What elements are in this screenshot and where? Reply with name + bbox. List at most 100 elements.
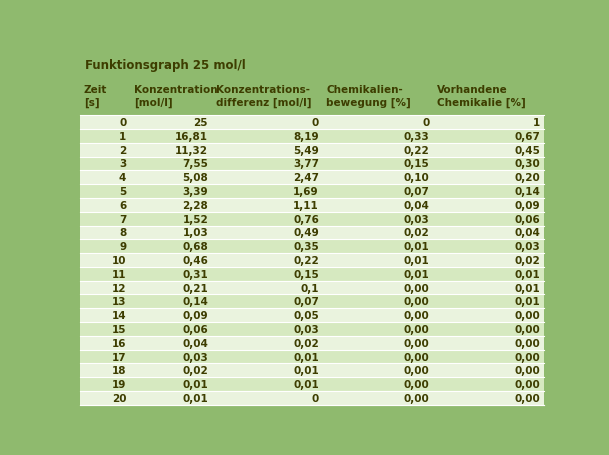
Text: 0,05: 0,05: [293, 310, 319, 320]
Text: 0,02: 0,02: [404, 228, 430, 238]
Text: 0,14: 0,14: [182, 297, 208, 307]
Text: Zeit
[s]: Zeit [s]: [83, 85, 107, 107]
Text: 14: 14: [111, 310, 126, 320]
Text: 0,22: 0,22: [404, 145, 430, 155]
Bar: [80, 336, 544, 350]
Text: 1: 1: [533, 118, 541, 128]
Text: 2,47: 2,47: [293, 173, 319, 183]
Bar: [80, 240, 544, 253]
Text: 1: 1: [119, 131, 126, 142]
Text: 0: 0: [312, 393, 319, 403]
Text: 0,01: 0,01: [515, 297, 541, 307]
Text: 0,00: 0,00: [404, 379, 430, 389]
Text: 0,15: 0,15: [293, 269, 319, 279]
Text: 0,00: 0,00: [404, 297, 430, 307]
Text: Chemikalien-
bewegung [%]: Chemikalien- bewegung [%]: [326, 85, 411, 107]
Text: 0,02: 0,02: [293, 338, 319, 348]
Text: 0,15: 0,15: [404, 159, 430, 169]
Text: 0,09: 0,09: [183, 310, 208, 320]
Bar: [80, 378, 544, 391]
Text: 0,07: 0,07: [404, 187, 430, 197]
Bar: [80, 391, 544, 405]
Text: 0,03: 0,03: [182, 352, 208, 362]
Text: 5,08: 5,08: [182, 173, 208, 183]
Text: 0,06: 0,06: [515, 214, 541, 224]
Text: 9: 9: [119, 242, 126, 252]
Text: 0,02: 0,02: [515, 255, 541, 265]
Text: 0,03: 0,03: [404, 214, 430, 224]
Bar: [80, 253, 544, 268]
Text: 2: 2: [119, 145, 126, 155]
Text: 8,19: 8,19: [294, 131, 319, 142]
Text: 1,11: 1,11: [293, 200, 319, 210]
Text: 0,67: 0,67: [515, 131, 541, 142]
Text: Konzentrations-
differenz [mol/l]: Konzentrations- differenz [mol/l]: [216, 85, 311, 107]
Text: 1,03: 1,03: [182, 228, 208, 238]
Text: 0,00: 0,00: [404, 338, 430, 348]
Text: 1,52: 1,52: [182, 214, 208, 224]
Text: 0,00: 0,00: [404, 365, 430, 375]
Text: 0,00: 0,00: [404, 283, 430, 293]
Bar: [80, 295, 544, 308]
Text: 0,20: 0,20: [515, 173, 541, 183]
Text: 0,68: 0,68: [182, 242, 208, 252]
Bar: [80, 55, 544, 76]
Text: 0,1: 0,1: [300, 283, 319, 293]
Text: 16,81: 16,81: [175, 131, 208, 142]
Text: 7: 7: [119, 214, 126, 224]
Text: 0,76: 0,76: [293, 214, 319, 224]
Text: 0: 0: [312, 118, 319, 128]
Text: 11,32: 11,32: [175, 145, 208, 155]
Bar: [80, 268, 544, 281]
Text: 25: 25: [194, 118, 208, 128]
Text: 0,00: 0,00: [404, 324, 430, 334]
Text: 0,04: 0,04: [182, 338, 208, 348]
Text: 0,02: 0,02: [182, 365, 208, 375]
Text: 11: 11: [112, 269, 126, 279]
Text: 5,49: 5,49: [293, 145, 319, 155]
Text: 0,00: 0,00: [404, 310, 430, 320]
Text: 8: 8: [119, 228, 126, 238]
Text: 0,01: 0,01: [182, 393, 208, 403]
Bar: [80, 76, 544, 116]
Text: 0,06: 0,06: [182, 324, 208, 334]
Text: 0,00: 0,00: [515, 352, 541, 362]
Text: 0,46: 0,46: [182, 255, 208, 265]
Text: 0,01: 0,01: [182, 379, 208, 389]
Bar: [80, 322, 544, 336]
Text: 0,03: 0,03: [515, 242, 541, 252]
Text: 0,04: 0,04: [515, 228, 541, 238]
Bar: [80, 171, 544, 185]
Bar: [80, 130, 544, 143]
Text: 2,28: 2,28: [182, 200, 208, 210]
Text: 20: 20: [112, 393, 126, 403]
Text: 0,01: 0,01: [404, 242, 430, 252]
Text: 0,00: 0,00: [515, 324, 541, 334]
Text: 0,01: 0,01: [515, 269, 541, 279]
Text: 0,01: 0,01: [293, 352, 319, 362]
Text: 0,09: 0,09: [515, 200, 541, 210]
Text: 7,55: 7,55: [182, 159, 208, 169]
Text: 0,00: 0,00: [515, 310, 541, 320]
Text: 0: 0: [119, 118, 126, 128]
Text: 0,03: 0,03: [293, 324, 319, 334]
Text: 0,00: 0,00: [404, 352, 430, 362]
Text: 3: 3: [119, 159, 126, 169]
Text: 12: 12: [112, 283, 126, 293]
Text: 10: 10: [112, 255, 126, 265]
Text: 0,30: 0,30: [515, 159, 541, 169]
Bar: [80, 364, 544, 378]
Text: 1,69: 1,69: [294, 187, 319, 197]
Text: 0,49: 0,49: [293, 228, 319, 238]
Bar: [80, 212, 544, 226]
Text: 0: 0: [423, 118, 430, 128]
Text: 0,01: 0,01: [404, 255, 430, 265]
Text: 0,01: 0,01: [293, 365, 319, 375]
Text: 0,22: 0,22: [293, 255, 319, 265]
Text: 0,01: 0,01: [404, 269, 430, 279]
Text: 0,00: 0,00: [515, 338, 541, 348]
Text: 0,00: 0,00: [515, 393, 541, 403]
Text: 0,00: 0,00: [515, 365, 541, 375]
Text: 17: 17: [111, 352, 126, 362]
Text: 0,00: 0,00: [404, 393, 430, 403]
